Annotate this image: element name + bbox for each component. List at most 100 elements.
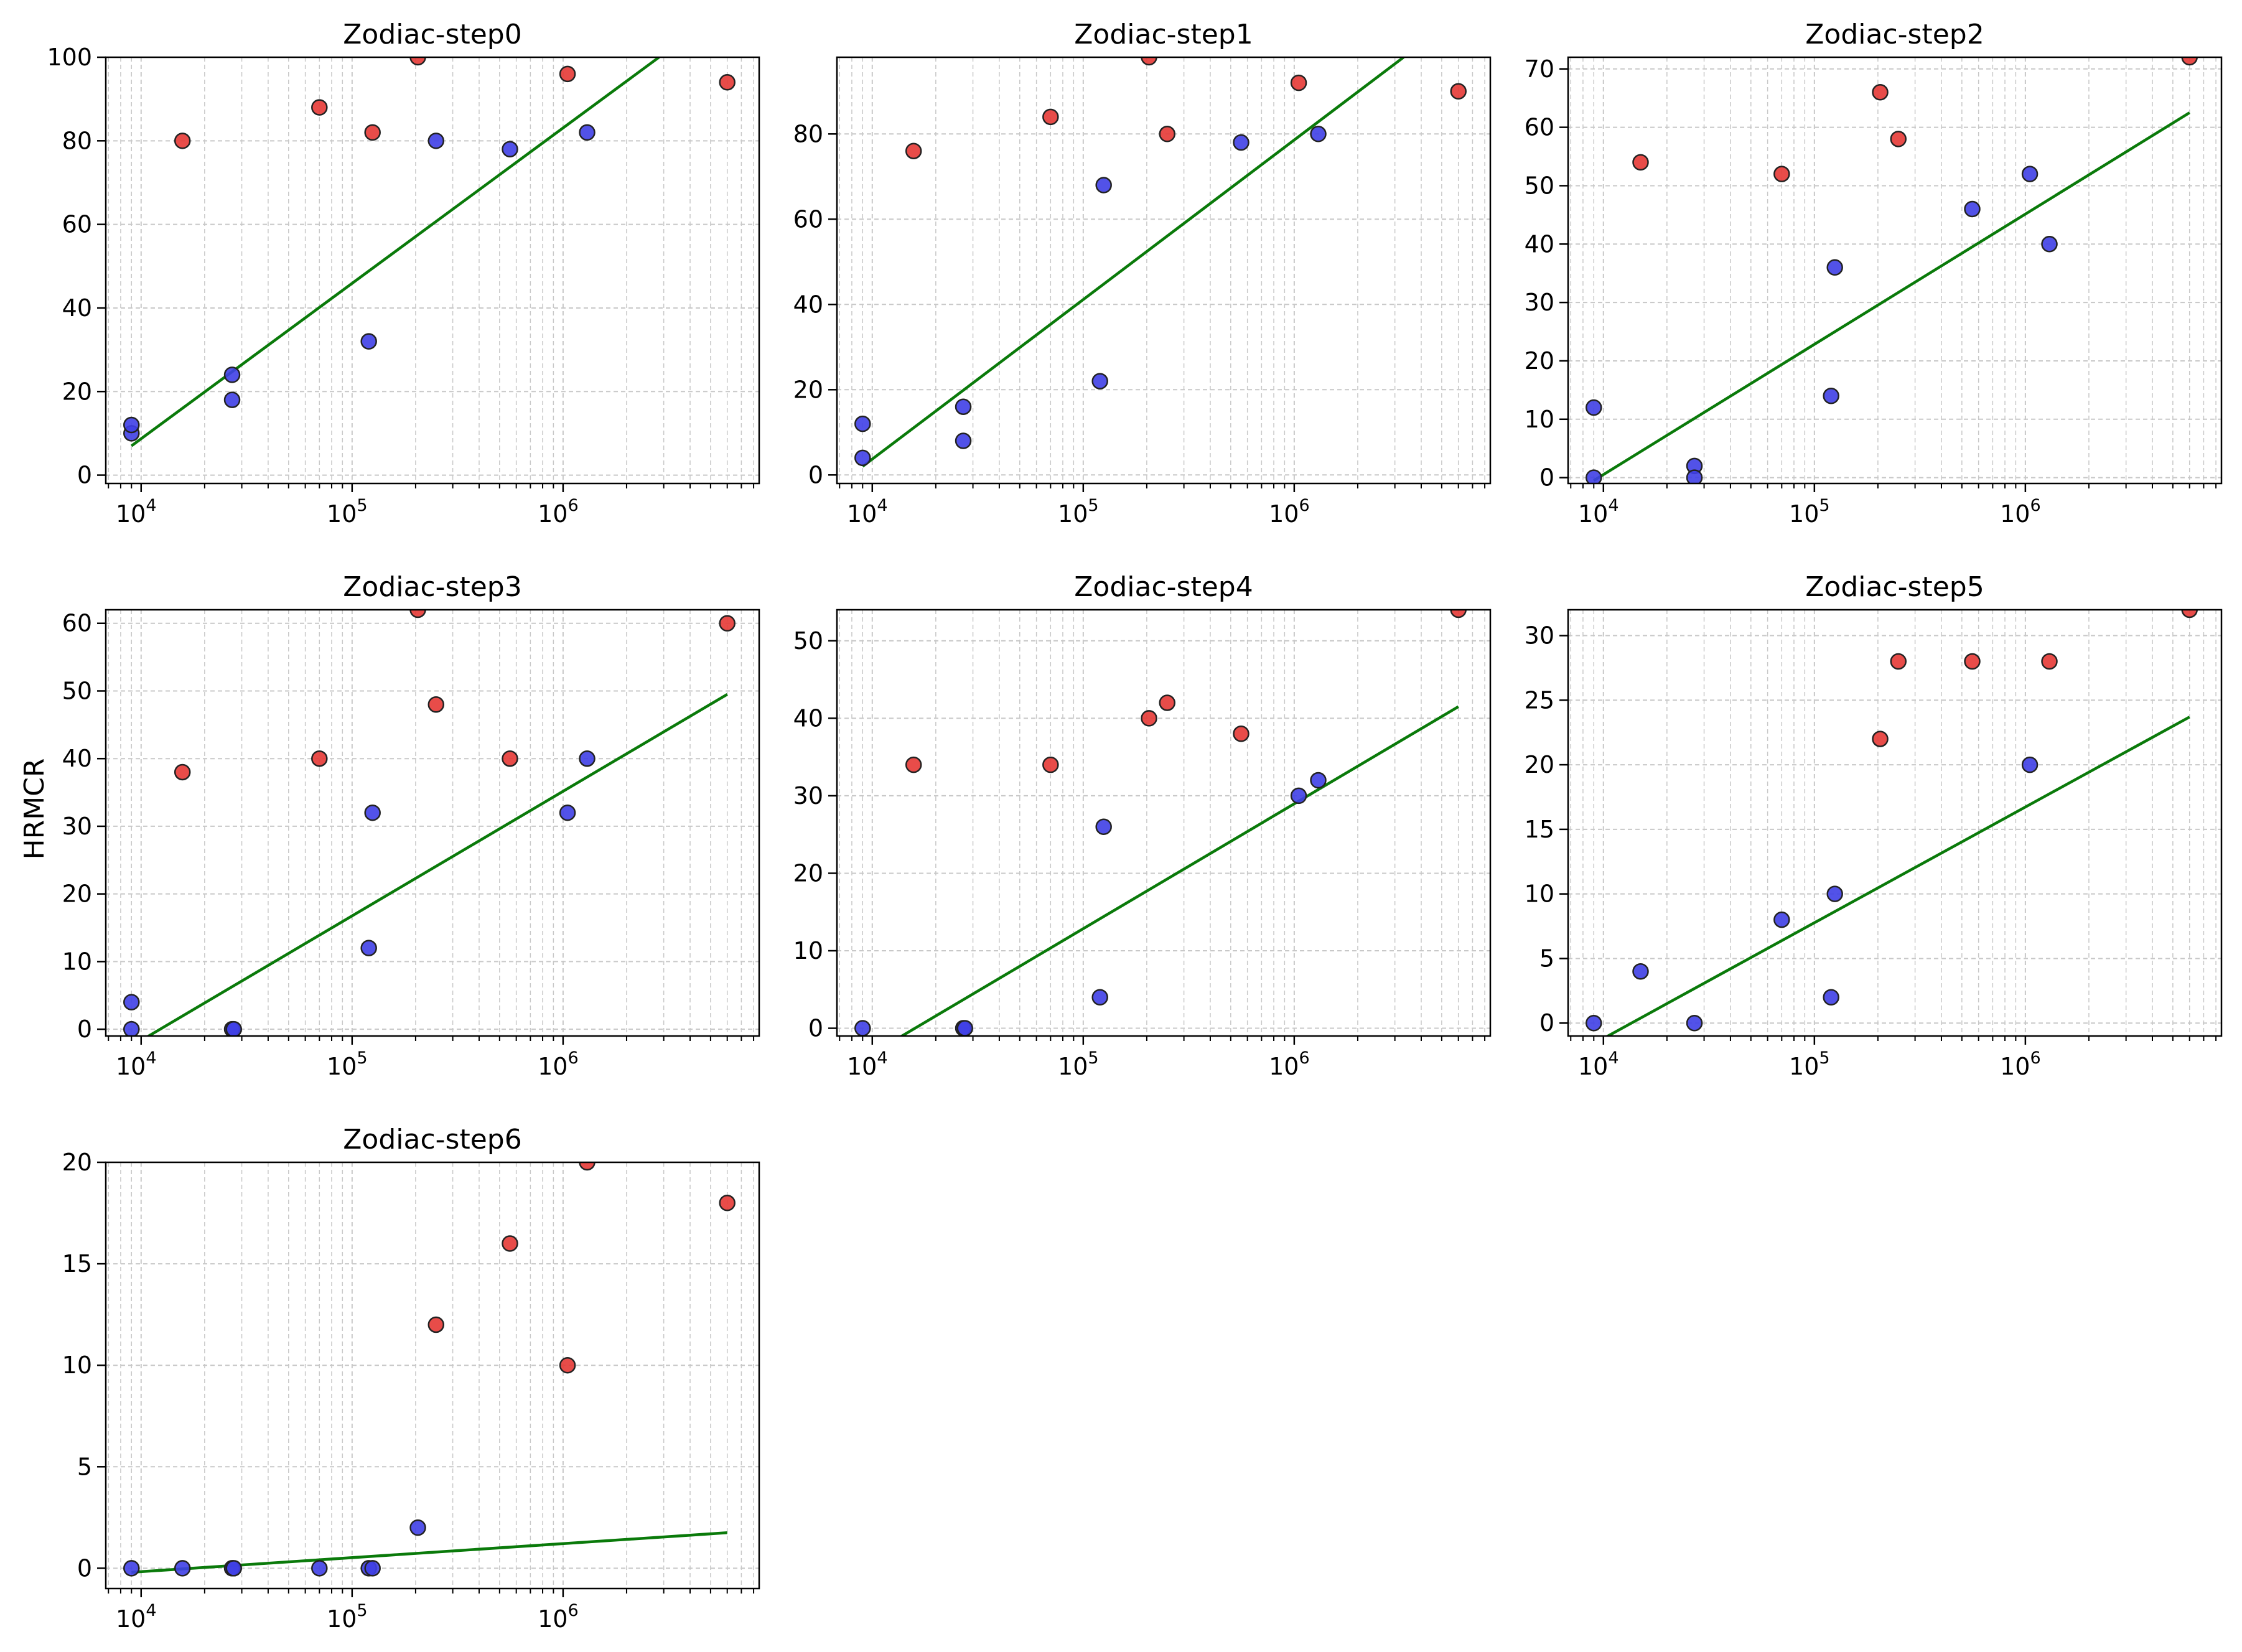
blue-point — [854, 449, 871, 467]
x-tick-base: 10 — [2000, 1053, 2030, 1080]
panel-title: Zodiac-step1 — [1074, 19, 1253, 50]
x-tick-label: 104 — [116, 496, 157, 528]
red-point — [719, 1194, 736, 1211]
red-point — [1450, 610, 1467, 618]
red-point — [905, 756, 922, 773]
x-tick-exponent: 4 — [146, 1048, 156, 1068]
panel-title: Zodiac-step2 — [1805, 19, 1984, 50]
x-tick-exponent: 4 — [146, 1601, 156, 1620]
panel-title: Zodiac-step3 — [343, 571, 521, 603]
y-tick-label: 60 — [62, 211, 92, 238]
blue-point — [2021, 166, 2039, 182]
blue-point — [502, 141, 518, 157]
x-tick-label: 104 — [847, 496, 888, 528]
blue-point — [1095, 818, 1112, 835]
red-point — [1773, 166, 1790, 182]
blue-point — [1586, 1014, 1602, 1032]
y-tick-label: 40 — [793, 704, 823, 732]
x-tick-label: 104 — [116, 1601, 157, 1633]
red-point — [311, 99, 328, 116]
red-point — [2041, 653, 2058, 670]
x-tick-exponent: 4 — [1608, 496, 1618, 515]
red-point — [1233, 726, 1249, 742]
red-point — [1290, 74, 1307, 91]
blue-point — [559, 804, 576, 821]
y-tick-label: 20 — [793, 859, 823, 887]
panel-title: Zodiac-step4 — [1074, 571, 1253, 603]
blue-point — [1233, 134, 1249, 151]
red-point — [719, 615, 736, 632]
y-tick-label: 60 — [1525, 114, 1554, 141]
blue-point — [579, 124, 596, 141]
y-tick-label: 25 — [1525, 686, 1554, 714]
x-tick-exponent: 5 — [357, 1601, 367, 1620]
red-point — [559, 65, 576, 83]
blue-point — [2041, 236, 2058, 253]
y-tick-label: 30 — [62, 813, 92, 840]
red-point — [579, 1162, 596, 1171]
red-point — [905, 142, 922, 159]
y-tick-label: 10 — [793, 937, 823, 964]
red-point — [2181, 610, 2198, 618]
y-tick-label: 20 — [1525, 347, 1554, 375]
y-tick-label: 30 — [793, 782, 823, 810]
x-tick-exponent: 5 — [1088, 496, 1098, 515]
y-tick-label: 0 — [1539, 464, 1554, 492]
red-point — [1872, 730, 1889, 747]
blue-point — [956, 1020, 973, 1036]
x-tick-exponent: 5 — [1819, 496, 1829, 515]
x-tick-label: 106 — [538, 1048, 579, 1080]
blue-point — [223, 366, 241, 383]
blue-point — [123, 1560, 140, 1577]
x-tick-exponent: 4 — [877, 496, 887, 515]
x-tick-exponent: 5 — [1819, 1048, 1829, 1068]
x-tick-label: 105 — [327, 496, 368, 528]
fit-line — [899, 705, 1459, 1036]
blue-point — [427, 133, 445, 149]
blue-point — [1686, 469, 1703, 483]
blue-point — [1091, 373, 1108, 390]
x-tick-label: 104 — [1578, 496, 1619, 528]
blue-point — [360, 333, 377, 350]
x-tick-exponent: 5 — [357, 496, 367, 515]
fit-line — [146, 693, 728, 1036]
x-tick-label: 106 — [538, 496, 579, 528]
x-tick-base: 10 — [327, 1053, 357, 1080]
x-tick-base: 10 — [1058, 1053, 1088, 1080]
red-point — [1159, 694, 1176, 711]
x-tick-exponent: 6 — [568, 1048, 578, 1068]
x-tick-exponent: 4 — [146, 496, 156, 515]
x-tick-base: 10 — [1578, 500, 1608, 528]
x-tick-label: 105 — [1789, 496, 1830, 528]
blue-point — [123, 1020, 140, 1036]
x-tick-exponent: 5 — [1088, 1048, 1098, 1068]
x-tick-base: 10 — [1789, 500, 1819, 528]
red-point — [174, 763, 191, 781]
panel-frame — [1567, 609, 2223, 1037]
panel-frame — [105, 56, 760, 485]
red-point — [1042, 108, 1059, 126]
blue-point — [2021, 756, 2039, 773]
red-point — [1141, 57, 1157, 66]
y-tick-label: 20 — [793, 376, 823, 403]
red-point — [1964, 653, 1981, 670]
y-tick-label: 15 — [1525, 816, 1554, 843]
y-tick-label: 40 — [1525, 230, 1554, 258]
red-point — [2181, 57, 2198, 66]
x-tick-label: 106 — [1269, 496, 1310, 528]
red-point — [1141, 710, 1157, 727]
blue-point — [854, 415, 871, 432]
x-tick-label: 105 — [1058, 496, 1099, 528]
y-tick-label: 0 — [77, 1554, 92, 1582]
y-tick-label: 30 — [1525, 622, 1554, 650]
y-tick-label: 50 — [62, 677, 92, 704]
blue-point — [1586, 469, 1602, 483]
blue-point — [1632, 963, 1649, 980]
x-tick-exponent: 5 — [357, 1048, 367, 1068]
x-tick-label: 104 — [116, 1048, 157, 1080]
blue-point — [360, 940, 377, 956]
